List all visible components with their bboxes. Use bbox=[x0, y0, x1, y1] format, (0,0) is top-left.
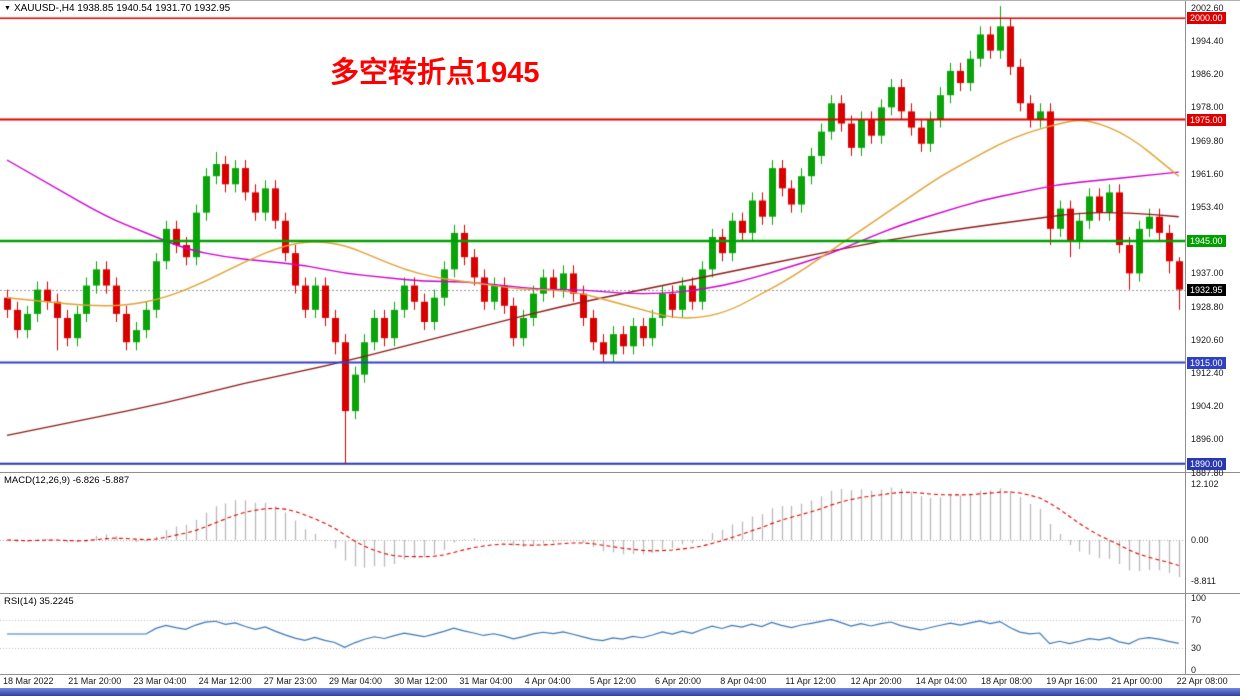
price-tick-label: 1953.40 bbox=[1191, 201, 1224, 212]
rsi-axis-label: 100 bbox=[1191, 593, 1207, 603]
price-tick-label: 1912.40 bbox=[1191, 368, 1224, 379]
price-tick-label: 1994.40 bbox=[1191, 35, 1224, 46]
price-tick-label: 1961.60 bbox=[1191, 168, 1224, 179]
panel-separator bbox=[0, 674, 1240, 675]
chevron-down-icon[interactable]: ▼ bbox=[4, 5, 11, 12]
time-label: 24 Mar 12:00 bbox=[198, 676, 252, 686]
panel-separator[interactable] bbox=[0, 472, 1240, 473]
time-label: 18 Mar 2022 bbox=[3, 676, 54, 686]
time-label: 23 Mar 04:00 bbox=[133, 676, 187, 686]
time-label: 14 Apr 04:00 bbox=[915, 676, 967, 686]
panel-separator[interactable] bbox=[0, 593, 1240, 594]
price-tick-label: 1920.60 bbox=[1191, 334, 1224, 345]
time-label: 6 Apr 20:00 bbox=[655, 676, 702, 686]
time-label: 19 Apr 16:00 bbox=[1046, 676, 1098, 686]
time-label: 21 Apr 00:00 bbox=[1111, 676, 1163, 686]
price-level-badge: 2000.00 bbox=[1187, 12, 1226, 25]
time-label: 4 Apr 04:00 bbox=[524, 676, 571, 686]
symbol-info: ▼ XAUUSD-,H4 1938.85 1940.54 1931.70 1932… bbox=[4, 3, 230, 14]
macd-axis-label: 12.102 bbox=[1191, 478, 1219, 489]
rsi-axis-label: 30 bbox=[1191, 643, 1202, 654]
price-tick-label: 1896.00 bbox=[1191, 434, 1224, 445]
price-tick-label: 1937.00 bbox=[1191, 268, 1224, 279]
price-level-badge: 1932.95 bbox=[1187, 283, 1226, 296]
price-tick-label: 1887.80 bbox=[1191, 467, 1224, 478]
price-tick-label: 1978.00 bbox=[1191, 102, 1224, 113]
macd-axis-label: -8.811 bbox=[1191, 576, 1216, 587]
macd-scale[interactable]: 12.102 0.00 -8.811 bbox=[1186, 473, 1240, 593]
price-tick-label: 2002.60 bbox=[1191, 2, 1224, 13]
window-bottom-border bbox=[0, 688, 1240, 696]
time-label: 29 Mar 04:00 bbox=[329, 676, 383, 686]
rsi-label: RSI(14) 35.2245 bbox=[4, 596, 74, 607]
macd-label: MACD(12,26,9) -6.826 -5.887 bbox=[4, 475, 130, 486]
time-label: 11 Apr 12:00 bbox=[785, 676, 836, 686]
price-tick-label: 1904.20 bbox=[1191, 401, 1224, 412]
price-tick-label: 1969.80 bbox=[1191, 135, 1224, 146]
time-label: 5 Apr 12:00 bbox=[589, 676, 636, 686]
rsi-scale[interactable]: 100 70 30 0 bbox=[1186, 593, 1240, 675]
price-tick-label: 1928.80 bbox=[1191, 301, 1224, 312]
price-level-badge: 1975.00 bbox=[1187, 113, 1226, 126]
time-label: 30 Mar 12:00 bbox=[394, 676, 448, 686]
time-label: 18 Apr 08:00 bbox=[981, 676, 1033, 686]
price-scale[interactable]: 2002.60 1994.40 1986.20 1978.00 1969.80 1961.… bbox=[1186, 1, 1240, 478]
time-label: 27 Mar 23:00 bbox=[263, 676, 317, 686]
price-tick-label: 1986.20 bbox=[1191, 69, 1224, 80]
time-label: 31 Mar 04:00 bbox=[459, 676, 513, 686]
price-level-badge: 1945.00 bbox=[1187, 235, 1226, 247]
price-level-badge: 1890.00 bbox=[1187, 457, 1226, 470]
time-label: 21 Mar 20:00 bbox=[68, 676, 122, 686]
macd-axis-label: 0.00 bbox=[1191, 535, 1209, 545]
rsi-indicator-chart[interactable] bbox=[0, 594, 1185, 674]
candlestick-chart[interactable] bbox=[0, 1, 1185, 472]
price-level-badge: 1915.00 bbox=[1187, 356, 1226, 369]
scale-separator bbox=[1185, 1, 1186, 675]
rsi-axis-label: 70 bbox=[1191, 614, 1202, 625]
time-axis[interactable]: 18 Mar 2022 21 Mar 20:00 23 Mar 04:00 24 Ma… bbox=[0, 675, 1240, 688]
time-label: 12 Apr 20:00 bbox=[850, 676, 902, 686]
time-label: 22 Apr 08:00 bbox=[1176, 676, 1228, 686]
chart-annotation-text: 多空转折点1945 bbox=[330, 57, 540, 89]
rsi-axis-label: 0 bbox=[1191, 665, 1197, 675]
symbol-quote-text: XAUUSD-,H4 1938.85 1940.54 1931.70 1932.… bbox=[13, 3, 231, 14]
time-label: 8 Apr 04:00 bbox=[720, 676, 767, 686]
macd-indicator-chart[interactable] bbox=[0, 473, 1185, 593]
